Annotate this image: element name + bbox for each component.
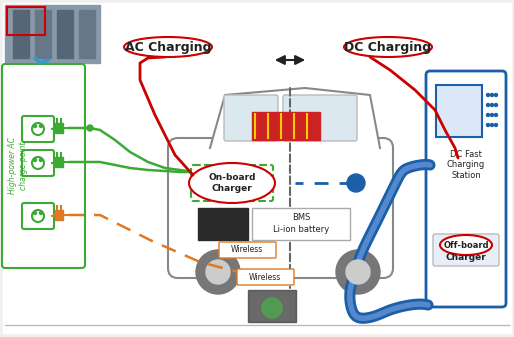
Ellipse shape <box>344 37 432 57</box>
FancyBboxPatch shape <box>283 95 357 141</box>
Text: Off-board: Off-board <box>443 241 489 249</box>
Circle shape <box>486 123 489 126</box>
Bar <box>55 123 63 133</box>
Text: BMS: BMS <box>292 213 310 221</box>
FancyBboxPatch shape <box>22 150 54 176</box>
Bar <box>55 157 63 167</box>
Bar <box>252 208 350 240</box>
Circle shape <box>490 93 493 96</box>
Circle shape <box>262 298 282 318</box>
FancyBboxPatch shape <box>2 64 85 268</box>
Bar <box>252 112 320 140</box>
Circle shape <box>40 158 43 161</box>
Circle shape <box>40 212 43 214</box>
Circle shape <box>336 250 380 294</box>
Bar <box>79 10 95 58</box>
Text: Wireless: Wireless <box>249 273 281 281</box>
Text: Wireless: Wireless <box>231 245 263 254</box>
Circle shape <box>33 158 36 161</box>
Bar <box>55 210 63 220</box>
FancyBboxPatch shape <box>224 95 278 141</box>
Circle shape <box>196 250 240 294</box>
FancyBboxPatch shape <box>22 203 54 229</box>
Bar <box>13 10 29 58</box>
FancyBboxPatch shape <box>168 138 393 278</box>
Bar <box>5 5 100 63</box>
Circle shape <box>494 114 498 117</box>
FancyBboxPatch shape <box>433 234 499 266</box>
Circle shape <box>494 123 498 126</box>
Circle shape <box>87 125 93 131</box>
Text: AC Charging: AC Charging <box>125 40 211 54</box>
FancyBboxPatch shape <box>22 116 54 142</box>
Bar <box>35 10 51 58</box>
Ellipse shape <box>189 163 275 203</box>
Circle shape <box>490 123 493 126</box>
Text: DC Charging: DC Charging <box>344 40 432 54</box>
Circle shape <box>206 260 230 284</box>
FancyBboxPatch shape <box>426 71 506 307</box>
Circle shape <box>486 114 489 117</box>
Circle shape <box>40 124 43 127</box>
Bar <box>252 208 350 240</box>
Ellipse shape <box>124 37 212 57</box>
Bar <box>7 7 45 35</box>
Circle shape <box>346 260 370 284</box>
Text: Charger: Charger <box>446 253 486 263</box>
FancyBboxPatch shape <box>436 85 482 137</box>
FancyBboxPatch shape <box>237 269 294 285</box>
Circle shape <box>347 174 365 192</box>
Ellipse shape <box>440 235 492 255</box>
Circle shape <box>490 103 493 106</box>
Text: On-board
Charger: On-board Charger <box>208 173 256 193</box>
Polygon shape <box>178 88 380 148</box>
Text: High-power AC
charge point: High-power AC charge point <box>8 137 28 194</box>
FancyBboxPatch shape <box>191 165 273 201</box>
Circle shape <box>486 93 489 96</box>
Text: Li-ion battery: Li-ion battery <box>273 225 329 235</box>
Bar <box>248 290 296 322</box>
Circle shape <box>486 103 489 106</box>
Bar <box>57 10 73 58</box>
Circle shape <box>490 114 493 117</box>
Circle shape <box>494 103 498 106</box>
Circle shape <box>494 93 498 96</box>
Circle shape <box>33 212 36 214</box>
Circle shape <box>33 124 36 127</box>
FancyBboxPatch shape <box>219 242 276 258</box>
Bar <box>198 208 248 240</box>
Text: DC Fast
Charging
Station: DC Fast Charging Station <box>447 150 485 180</box>
